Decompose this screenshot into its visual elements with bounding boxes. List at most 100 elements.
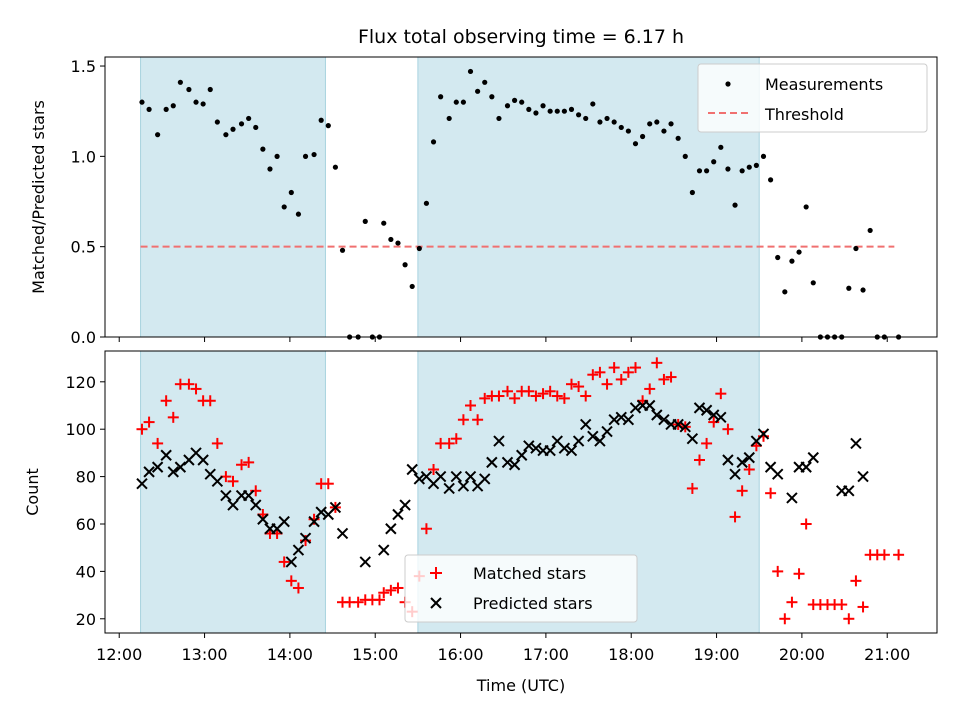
matched-star-point <box>544 385 556 397</box>
bottom-y-tick-label: 60 <box>76 515 96 534</box>
predicted-star-point <box>693 402 706 414</box>
measurement-point <box>753 162 759 168</box>
top-y-tick-label: 1.0 <box>71 147 96 166</box>
predicted-star-point <box>299 532 312 544</box>
measurement-point <box>547 108 553 114</box>
predicted-star-point <box>857 470 869 483</box>
measurement-point <box>632 141 639 147</box>
measurement-point <box>561 108 567 114</box>
matched-star-point <box>472 414 484 426</box>
measurement-point <box>526 106 532 112</box>
predicted-star-point <box>220 489 232 502</box>
legend-threshold-label: Threshold <box>764 105 844 124</box>
measurement-point <box>803 204 809 210</box>
matched-star-point <box>152 437 164 449</box>
bottom-y-tick-label: 120 <box>65 373 96 392</box>
matched-star-point <box>587 369 599 381</box>
measurement-point <box>661 128 667 134</box>
predicted-star-point <box>413 473 426 485</box>
measurement-point <box>533 110 539 116</box>
matched-star-point <box>457 414 469 426</box>
top-y-tick-label: 0.0 <box>71 328 96 347</box>
measurement-point <box>853 245 859 252</box>
x-tick-label: 13:00 <box>182 645 228 664</box>
predicted-star-point <box>544 444 556 457</box>
matched-star-point <box>243 456 255 468</box>
measurement-point <box>746 164 752 170</box>
measurement-point <box>682 153 688 159</box>
measurement-point <box>846 285 852 291</box>
predicted-star-point <box>359 556 371 568</box>
matched-star-point <box>509 392 521 404</box>
measurement-point <box>789 258 795 264</box>
matched-star-point <box>594 366 606 378</box>
x-tick-label: 19:00 <box>694 645 740 664</box>
measurement-point <box>467 68 474 75</box>
measurement-point <box>860 287 866 293</box>
measurement-point <box>214 119 220 125</box>
predicted-star-point <box>308 515 320 528</box>
predicted-star-point <box>644 399 656 412</box>
measurement-point <box>482 79 488 85</box>
measurement-point <box>775 254 781 261</box>
matched-star-point <box>190 383 202 395</box>
measurement-point <box>163 106 169 112</box>
predicted-star-point <box>615 411 627 424</box>
predicted-star-point <box>708 409 720 421</box>
top-y-tick-label: 0.5 <box>71 238 96 257</box>
predicted-star-point <box>743 451 755 464</box>
measurement-point <box>725 166 731 172</box>
measurement-point <box>568 106 575 112</box>
predicted-star-point <box>399 499 411 511</box>
measurement-point <box>146 106 152 112</box>
measurement-point <box>711 159 717 165</box>
predicted-star-point <box>601 425 613 438</box>
measurement-point <box>554 108 560 114</box>
matched-star-point <box>857 601 869 613</box>
bottom-x-axis-ticks: 12:00 13:00 14:00 15:00 16:00 17:00 18:00 19:00… <box>96 633 910 664</box>
measurement-point <box>489 94 495 100</box>
top-observing-windows <box>140 56 760 338</box>
measurement-point <box>402 262 408 268</box>
legend-matched-marker <box>430 567 442 579</box>
matched-star-point <box>278 556 290 568</box>
predicted-star-point <box>686 432 699 445</box>
predicted-star-point <box>385 523 397 535</box>
legend-measurements-label: Measurements <box>765 75 883 94</box>
legend-predicted-label: Predicted stars <box>473 594 593 613</box>
measurement-point <box>597 119 603 125</box>
measurement-point <box>689 189 695 196</box>
bottom-legend-box <box>404 554 638 623</box>
matched-star-point <box>285 575 297 587</box>
bottom-y-tick-label: 80 <box>76 468 96 487</box>
measurement-point <box>388 236 394 243</box>
bottom-y-axis-label: Count <box>23 468 42 516</box>
matched-star-point <box>160 395 172 407</box>
matched-star-point <box>715 388 727 400</box>
measurement-point <box>230 126 236 132</box>
measurement-point <box>446 115 452 122</box>
measurement-point <box>782 289 788 295</box>
predicted-star-point <box>292 544 305 556</box>
matched-star-point <box>843 613 855 625</box>
matched-stars-points <box>136 357 905 625</box>
predicted-star-point <box>622 414 635 426</box>
matched-star-point <box>644 383 656 395</box>
measurement-point <box>200 101 206 107</box>
count-panel: 20 40 60 80 100 120 12:00 13:00 14:00 15:00 16:00… <box>23 350 938 695</box>
top-y-axis-ticks: 0.0 0.5 1.0 1.5 <box>71 57 105 347</box>
x-tick-label: 14:00 <box>267 645 313 664</box>
predicted-star-point <box>211 475 224 488</box>
measurement-point <box>186 86 192 93</box>
matched-star-point <box>729 511 741 523</box>
matched-star-point <box>143 416 155 428</box>
measurement-point <box>207 86 213 93</box>
measurement-point <box>416 245 422 252</box>
matched-star-point <box>450 433 462 445</box>
predicted-star-point <box>257 513 269 525</box>
measurement-point <box>718 144 724 150</box>
matched-star-point <box>722 423 734 435</box>
predicted-star-point <box>608 414 620 426</box>
measurement-point <box>318 117 324 123</box>
top-x-axis-ticks <box>118 337 888 342</box>
